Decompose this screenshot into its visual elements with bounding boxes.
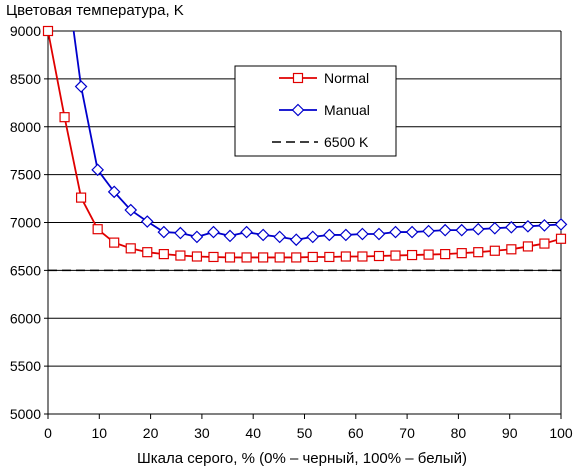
data-point-normal bbox=[208, 251, 219, 263]
data-point-manual bbox=[190, 230, 204, 244]
data-point-manual bbox=[107, 185, 121, 199]
legend-swatch-marker bbox=[292, 72, 304, 84]
data-point-manual bbox=[372, 227, 386, 241]
data-point-normal bbox=[390, 250, 401, 261]
data-point-manual bbox=[306, 230, 320, 244]
x-tick-label: 80 bbox=[451, 425, 467, 441]
y-tick-label: 9000 bbox=[10, 23, 41, 39]
data-point-manual bbox=[488, 221, 502, 235]
x-tick-label: 90 bbox=[502, 425, 518, 441]
data-point-normal bbox=[539, 238, 550, 249]
data-point-normal bbox=[241, 252, 252, 263]
data-point-normal bbox=[522, 241, 534, 252]
data-point-manual bbox=[554, 218, 568, 231]
data-point-manual bbox=[174, 226, 187, 240]
data-point-manual bbox=[422, 224, 435, 238]
data-point-manual bbox=[223, 229, 237, 243]
data-point-normal bbox=[555, 233, 567, 244]
series-markers bbox=[42, 25, 568, 263]
data-point-normal bbox=[191, 251, 203, 262]
data-point-manual bbox=[471, 222, 485, 236]
data-point-manual bbox=[273, 230, 287, 244]
legend-label: 6500 K bbox=[324, 134, 369, 150]
data-point-manual bbox=[504, 220, 518, 234]
data-point-normal bbox=[158, 248, 169, 260]
y-tick-label: 6000 bbox=[10, 310, 41, 326]
tick-labels: 5000 5500 6000 6500 7000 7500 8000 8500 9000 0 10 2… bbox=[10, 23, 573, 441]
chart-title: Цветовая температура, K bbox=[6, 2, 184, 19]
data-point-manual bbox=[124, 203, 138, 217]
data-point-manual bbox=[91, 163, 105, 177]
y-tick-label: 5000 bbox=[10, 406, 41, 422]
data-point-normal bbox=[307, 251, 318, 263]
data-point-manual bbox=[140, 215, 154, 228]
data-point-normal bbox=[175, 250, 186, 261]
y-tick-label: 6500 bbox=[10, 262, 41, 278]
y-tick-label: 8500 bbox=[10, 71, 41, 87]
data-point-normal bbox=[291, 252, 302, 263]
data-point-normal bbox=[489, 245, 500, 256]
x-tick-label: 0 bbox=[44, 425, 52, 441]
data-point-normal bbox=[423, 249, 434, 260]
data-point-manual bbox=[74, 80, 88, 93]
data-point-manual bbox=[455, 223, 469, 237]
x-tick-label: 30 bbox=[194, 425, 210, 441]
data-point-normal bbox=[456, 248, 467, 259]
y-tick-label: 8000 bbox=[10, 119, 41, 135]
x-tick-label: 40 bbox=[245, 425, 261, 441]
y-tick-label: 7500 bbox=[10, 167, 41, 183]
data-point-normal bbox=[75, 192, 87, 203]
data-point-normal bbox=[473, 247, 484, 258]
x-tick-label: 10 bbox=[92, 425, 108, 441]
data-point-manual bbox=[240, 225, 253, 239]
x-tick-label: 50 bbox=[297, 425, 313, 441]
data-point-normal bbox=[506, 244, 517, 255]
x-tick-label: 100 bbox=[549, 425, 573, 441]
data-point-manual bbox=[207, 225, 220, 239]
x-tick-label: 60 bbox=[348, 425, 364, 441]
x-axis-label: Шкала серого, % (0% – черный, 100% – бел… bbox=[137, 450, 467, 467]
legend-label: Normal bbox=[324, 70, 369, 86]
data-point-manual bbox=[289, 233, 303, 247]
x-tick-label: 70 bbox=[399, 425, 415, 441]
legend: Normal Manual 6500 K bbox=[234, 65, 397, 157]
data-point-normal bbox=[92, 224, 103, 235]
data-point-normal bbox=[258, 252, 269, 263]
legend-box bbox=[234, 65, 397, 157]
data-point-normal bbox=[373, 250, 385, 262]
data-point-manual bbox=[339, 228, 353, 242]
data-point-manual bbox=[322, 228, 336, 242]
y-tick-label: 7000 bbox=[10, 215, 41, 231]
data-point-manual bbox=[356, 227, 369, 241]
data-point-manual bbox=[389, 225, 402, 239]
data-point-normal bbox=[274, 252, 285, 263]
data-point-manual bbox=[538, 219, 551, 232]
data-point-normal bbox=[142, 247, 153, 258]
data-point-manual bbox=[256, 228, 270, 242]
data-point-manual bbox=[438, 223, 452, 237]
data-point-normal bbox=[357, 251, 368, 262]
data-point-normal bbox=[324, 251, 335, 263]
data-point-manual bbox=[521, 219, 535, 233]
y-tick-label: 5500 bbox=[10, 358, 41, 374]
legend-swatch-marker bbox=[291, 103, 305, 117]
data-point-normal bbox=[42, 25, 54, 37]
data-point-normal bbox=[406, 249, 418, 261]
data-point-normal bbox=[109, 237, 120, 248]
data-point-manual bbox=[405, 225, 419, 239]
data-point-normal bbox=[440, 248, 451, 260]
data-point-normal bbox=[125, 243, 136, 254]
data-point-normal bbox=[59, 112, 70, 123]
x-tick-label: 20 bbox=[143, 425, 159, 441]
data-point-manual bbox=[157, 225, 171, 239]
data-point-normal bbox=[340, 251, 351, 262]
legend-label: Manual bbox=[324, 102, 370, 118]
data-point-normal bbox=[224, 252, 236, 263]
